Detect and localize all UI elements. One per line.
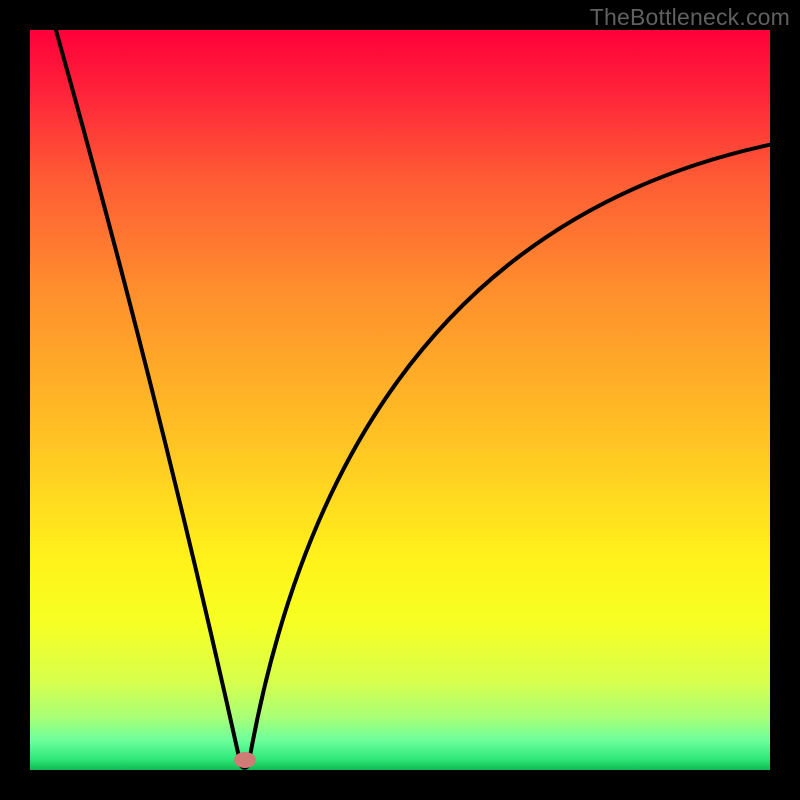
- plot-area: [30, 30, 770, 770]
- optimal-marker: [234, 752, 256, 768]
- chart-frame: TheBottleneck.com: [0, 0, 800, 800]
- watermark-text: TheBottleneck.com: [590, 4, 790, 31]
